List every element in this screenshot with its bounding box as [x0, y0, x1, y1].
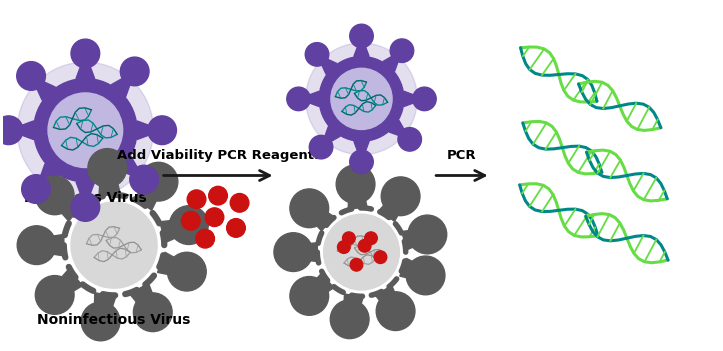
Ellipse shape	[336, 165, 375, 204]
Ellipse shape	[381, 177, 420, 216]
Ellipse shape	[120, 57, 149, 86]
Ellipse shape	[130, 165, 158, 194]
Ellipse shape	[134, 293, 172, 332]
Ellipse shape	[306, 43, 417, 155]
Ellipse shape	[196, 229, 215, 248]
Text: PCR: PCR	[447, 148, 476, 161]
Polygon shape	[402, 228, 429, 250]
Ellipse shape	[408, 215, 447, 254]
Ellipse shape	[169, 206, 208, 244]
Ellipse shape	[364, 232, 377, 245]
Ellipse shape	[305, 42, 329, 66]
Polygon shape	[383, 51, 402, 71]
Text: Noninfectious Virus: Noninfectious Virus	[38, 313, 191, 327]
Ellipse shape	[71, 39, 100, 68]
Ellipse shape	[81, 302, 120, 341]
Polygon shape	[294, 243, 317, 261]
Ellipse shape	[413, 87, 436, 111]
Ellipse shape	[88, 148, 127, 187]
Polygon shape	[134, 178, 164, 210]
Polygon shape	[51, 190, 82, 221]
Polygon shape	[389, 120, 410, 139]
Ellipse shape	[147, 116, 176, 145]
Polygon shape	[400, 258, 428, 282]
Ellipse shape	[22, 175, 51, 203]
Polygon shape	[130, 283, 158, 316]
Ellipse shape	[319, 57, 404, 141]
Polygon shape	[343, 294, 363, 320]
Ellipse shape	[35, 176, 74, 215]
Ellipse shape	[390, 39, 414, 62]
Polygon shape	[99, 167, 121, 196]
Ellipse shape	[17, 62, 153, 198]
Ellipse shape	[0, 116, 23, 145]
Ellipse shape	[226, 219, 245, 237]
Polygon shape	[31, 76, 56, 100]
Polygon shape	[404, 91, 424, 107]
Ellipse shape	[290, 277, 329, 315]
Polygon shape	[37, 234, 64, 256]
Polygon shape	[305, 203, 334, 231]
Text: Add Viability PCR Reagent.: Add Viability PCR Reagent.	[117, 148, 319, 161]
Ellipse shape	[230, 193, 249, 212]
Ellipse shape	[350, 24, 373, 48]
Polygon shape	[375, 286, 401, 314]
Polygon shape	[321, 126, 340, 147]
Ellipse shape	[343, 232, 355, 245]
Ellipse shape	[17, 226, 56, 265]
Polygon shape	[137, 121, 162, 140]
Polygon shape	[160, 219, 191, 243]
Ellipse shape	[168, 252, 206, 291]
Ellipse shape	[48, 93, 123, 167]
Polygon shape	[299, 91, 319, 107]
Ellipse shape	[274, 233, 312, 271]
Ellipse shape	[324, 214, 399, 290]
Ellipse shape	[374, 251, 387, 264]
Ellipse shape	[290, 189, 329, 228]
Ellipse shape	[209, 186, 227, 205]
Polygon shape	[119, 156, 144, 180]
Ellipse shape	[287, 87, 310, 111]
Polygon shape	[317, 54, 337, 74]
Ellipse shape	[187, 190, 206, 208]
Ellipse shape	[406, 256, 445, 295]
Polygon shape	[51, 269, 82, 300]
Polygon shape	[76, 182, 95, 207]
Polygon shape	[9, 121, 34, 140]
Ellipse shape	[139, 162, 178, 201]
Ellipse shape	[398, 127, 422, 151]
Ellipse shape	[350, 150, 373, 174]
Polygon shape	[111, 72, 134, 97]
Polygon shape	[354, 36, 369, 57]
Ellipse shape	[331, 68, 392, 130]
Ellipse shape	[35, 276, 74, 314]
Polygon shape	[76, 53, 95, 79]
Ellipse shape	[350, 258, 363, 271]
Ellipse shape	[17, 62, 46, 90]
Ellipse shape	[181, 211, 200, 230]
Text: Infectious Virus: Infectious Virus	[24, 191, 147, 205]
Ellipse shape	[71, 202, 157, 288]
Ellipse shape	[34, 79, 137, 182]
Polygon shape	[305, 273, 334, 301]
Polygon shape	[158, 252, 189, 278]
Polygon shape	[354, 141, 369, 162]
Ellipse shape	[338, 241, 350, 253]
Ellipse shape	[359, 239, 371, 252]
Ellipse shape	[330, 300, 369, 339]
Polygon shape	[94, 293, 116, 323]
Ellipse shape	[205, 208, 224, 226]
Polygon shape	[348, 184, 367, 209]
Ellipse shape	[376, 292, 415, 331]
Polygon shape	[36, 164, 59, 189]
Ellipse shape	[71, 193, 100, 221]
Ellipse shape	[309, 135, 333, 159]
Polygon shape	[379, 193, 406, 221]
